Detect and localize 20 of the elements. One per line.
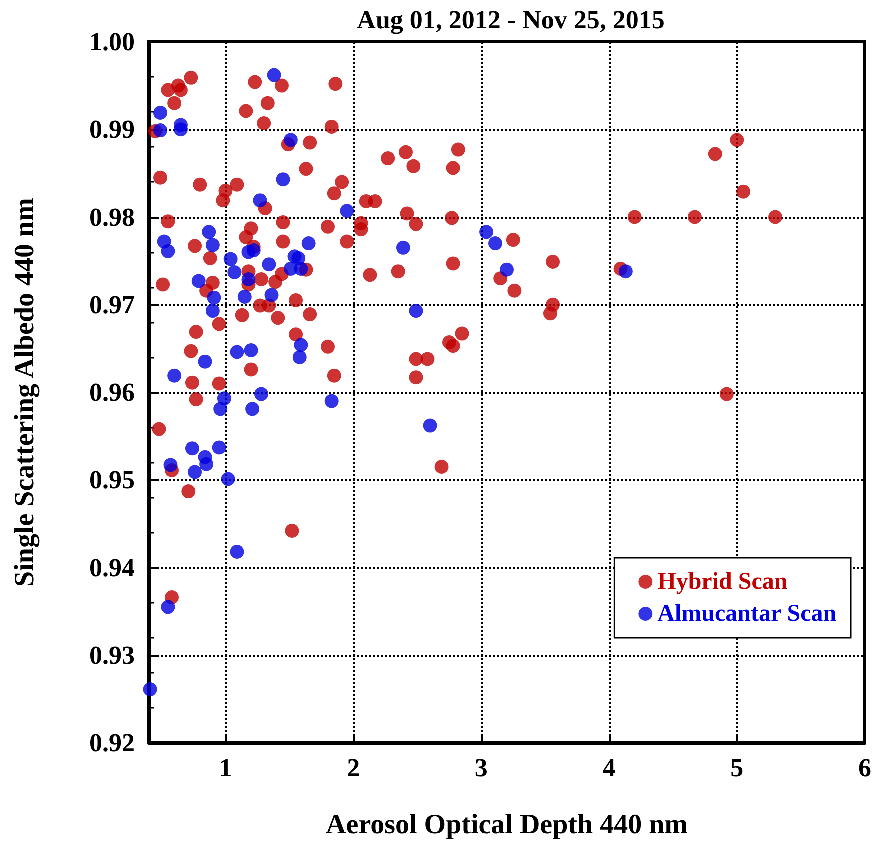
y-axis-title: Single Scattering Albedo 440 nm	[10, 198, 40, 587]
x-tick-label: 1	[219, 754, 232, 782]
x-tick-label: 6	[858, 754, 872, 782]
y-tick-label: 0.97	[90, 290, 135, 320]
y-tick-label: 0.94	[90, 553, 135, 582]
legend-label: Almucantar Scan	[658, 601, 837, 627]
x-axis-title: Aerosol Optical Depth 440 nm	[326, 810, 688, 840]
y-tick-label: 0.95	[90, 466, 135, 495]
chart-title: Aug 01, 2012 - Nov 25, 2015	[357, 6, 665, 34]
y-tick-label: 1.00	[90, 28, 135, 56]
y-tick-label: 0.96	[90, 378, 135, 407]
y-tick-label: 0.92	[90, 728, 135, 758]
x-tick-label: 5	[730, 754, 744, 782]
x-tick-label: 2	[347, 754, 360, 782]
y-tick-label: 0.98	[90, 202, 135, 232]
legend-label: Hybrid Scan	[658, 569, 788, 595]
y-tick-label: 0.99	[90, 115, 135, 144]
x-tick-label: 4	[602, 754, 616, 782]
x-tick-label: 3	[474, 754, 488, 782]
y-tick-label: 0.93	[90, 640, 135, 670]
